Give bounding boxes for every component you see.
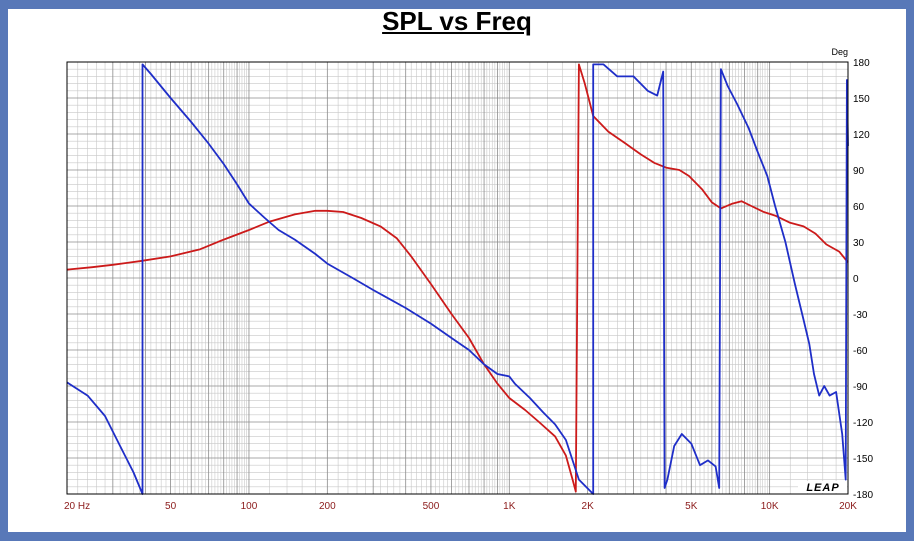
x-tick-label: 20 Hz [64, 501, 90, 512]
y-tick-label: 90 [853, 166, 865, 177]
series-line-blue [66, 63, 849, 495]
y-tick-label: -120 [853, 418, 873, 429]
series-line-red [66, 63, 849, 493]
y-tick-label: 60 [853, 202, 865, 213]
y-tick-label: 30 [853, 238, 865, 249]
x-tick-label: 5K [685, 501, 698, 512]
y-tick-label: -60 [853, 346, 868, 357]
plot-border [66, 61, 849, 495]
y-tick-label: 0 [853, 274, 859, 285]
y-tick-label: -180 [853, 490, 873, 501]
y-tick-label: -150 [853, 454, 873, 465]
y-axis-unit-label: Deg [831, 47, 848, 57]
y-tick-label: 150 [853, 94, 870, 105]
x-tick-label: 20K [839, 501, 857, 512]
y-axis-tick-labels: 180 150 120 90 60 30 0 -30 -60 -90 -120 -150 -180 [853, 58, 873, 501]
chart-title: SPL vs Freq [382, 6, 532, 36]
x-tick-label: 500 [423, 501, 440, 512]
y-tick-label: 180 [853, 58, 870, 69]
x-tick-label: 2K [582, 501, 595, 512]
x-axis-tick-labels: 20 Hz 50 100 200 500 1K 2K 5K 10K 20K [64, 501, 857, 512]
x-tick-label: 1K [503, 501, 516, 512]
x-tick-label: 200 [319, 501, 336, 512]
x-tick-label: 10K [761, 501, 779, 512]
svg-text:LEAP: LEAP [806, 482, 839, 494]
y-tick-label: 120 [853, 130, 870, 141]
series-layer [66, 63, 849, 495]
leap-logo: LEAP [798, 481, 847, 494]
y-tick-label: -90 [853, 382, 868, 393]
y-tick-label: -30 [853, 310, 868, 321]
x-tick-label: 100 [241, 501, 258, 512]
x-tick-label: 50 [165, 501, 177, 512]
